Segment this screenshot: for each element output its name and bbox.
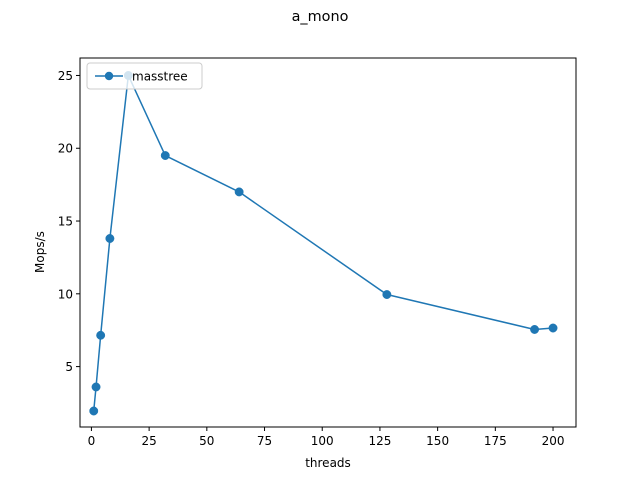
x-tick-label-6: 150 xyxy=(426,434,449,448)
x-tick-label-4: 100 xyxy=(311,434,334,448)
data-point-0-1 xyxy=(91,382,101,392)
x-tick-label-1: 25 xyxy=(141,434,156,448)
y-tick-label-3: 20 xyxy=(58,142,73,156)
y-tick-label-4: 25 xyxy=(58,69,73,83)
x-axis-label: threads xyxy=(305,456,351,470)
legend-box xyxy=(86,62,203,90)
y-axis: 5 10 15 20 25 xyxy=(58,69,80,374)
y-tick-label-0: 5 xyxy=(65,360,73,374)
x-tick-label-7: 175 xyxy=(484,434,507,448)
x-tick-label-0: 0 xyxy=(88,434,96,448)
data-point-0-5 xyxy=(160,151,170,160)
y-axis-label: Mops/s xyxy=(33,231,47,273)
data-point-0-2 xyxy=(96,330,106,340)
x-axis: 0 25 50 75 100 125 150 175 200 xyxy=(88,427,565,448)
y-tick-label-1: 10 xyxy=(58,287,73,301)
x-tick-label-8: 200 xyxy=(542,434,565,448)
series-line-0 xyxy=(92,74,554,412)
legend-marker-0 xyxy=(104,71,114,81)
x-tick-label-5: 125 xyxy=(368,434,391,448)
data-point-0-3 xyxy=(105,234,115,243)
plot-area xyxy=(79,57,577,428)
x-tick-label-2: 50 xyxy=(199,434,214,448)
legend-label-0: masstree xyxy=(132,70,188,84)
data-point-0-7 xyxy=(382,290,392,299)
data-point-0-0 xyxy=(89,406,99,416)
x-tick-label-3: 75 xyxy=(257,434,272,448)
data-point-0-6 xyxy=(234,187,244,197)
data-point-0-8 xyxy=(530,325,540,334)
y-tick-label-2: 15 xyxy=(58,215,73,229)
data-point-0-9 xyxy=(548,323,558,333)
chart-title: a_mono xyxy=(292,9,349,25)
plot-frame xyxy=(79,57,577,428)
legend: masstree xyxy=(86,62,203,90)
